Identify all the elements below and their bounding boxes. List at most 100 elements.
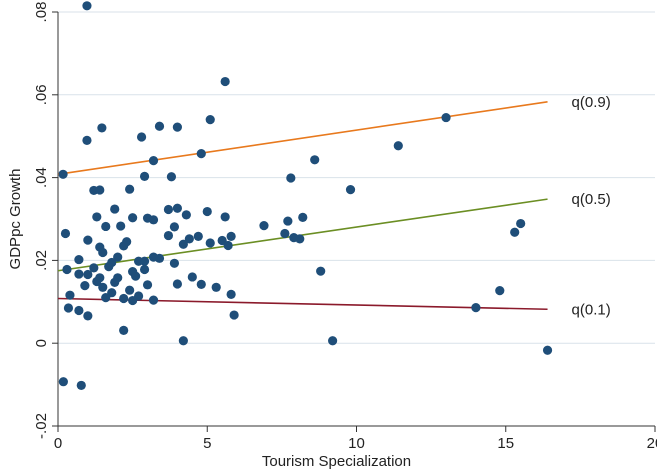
data-point xyxy=(196,279,206,290)
data-point xyxy=(60,228,71,239)
data-point xyxy=(310,155,320,165)
data-point xyxy=(128,213,138,223)
data-point xyxy=(80,281,90,291)
data-point xyxy=(113,252,123,262)
y-tick-label: .06 xyxy=(33,84,50,105)
data-point xyxy=(193,231,203,241)
data-point xyxy=(441,112,451,123)
y-tick-label: -.02 xyxy=(33,413,50,439)
data-point xyxy=(58,377,68,387)
data-point xyxy=(98,247,108,258)
data-point xyxy=(74,254,84,265)
data-point xyxy=(298,212,308,222)
data-point xyxy=(154,121,165,131)
data-point xyxy=(172,203,182,213)
data-point xyxy=(328,336,338,346)
data-point xyxy=(131,271,141,281)
x-tick-label: 5 xyxy=(203,435,211,452)
data-point xyxy=(125,184,135,194)
data-point xyxy=(181,210,191,220)
x-axis-title: Tourism Specialization xyxy=(262,453,411,470)
data-point xyxy=(82,135,92,145)
data-point xyxy=(286,173,296,183)
y-tick-label: .04 xyxy=(33,167,50,188)
data-point xyxy=(169,222,180,232)
data-point xyxy=(316,266,326,276)
data-point xyxy=(178,239,188,249)
quantile-line xyxy=(57,101,548,176)
data-point xyxy=(148,215,159,225)
data-point xyxy=(223,240,233,251)
data-point xyxy=(510,227,520,237)
data-point xyxy=(187,272,197,282)
data-point xyxy=(65,290,75,300)
data-point xyxy=(95,185,105,195)
data-point xyxy=(128,295,138,306)
data-point xyxy=(101,293,111,303)
data-point xyxy=(345,185,356,195)
data-point xyxy=(119,293,129,304)
data-point xyxy=(166,172,177,182)
data-point xyxy=(205,238,215,248)
quantile-labels: q(0.9) q(0.5) q(0.1) xyxy=(572,94,611,318)
y-tick-label: .08 xyxy=(33,2,50,23)
data-points xyxy=(58,1,553,391)
data-point xyxy=(89,263,99,273)
data-point xyxy=(136,132,147,142)
quantile-label: q(0.1) xyxy=(572,301,611,318)
data-point xyxy=(83,311,93,321)
data-point xyxy=(226,289,236,299)
data-point xyxy=(220,212,230,222)
data-point xyxy=(82,1,92,11)
data-point xyxy=(196,148,206,159)
data-point xyxy=(220,76,230,87)
data-point xyxy=(283,216,293,226)
data-point xyxy=(83,269,93,280)
data-point xyxy=(133,256,144,266)
data-point xyxy=(92,212,102,222)
data-point xyxy=(148,252,159,262)
data-point xyxy=(172,279,182,289)
x-axis-ticks: 0 5 10 15 20 xyxy=(54,426,657,452)
data-point xyxy=(184,234,194,244)
data-point xyxy=(119,241,129,251)
data-point xyxy=(259,221,269,231)
data-point xyxy=(226,231,236,241)
data-point xyxy=(76,380,86,391)
data-point xyxy=(280,228,290,239)
data-point xyxy=(142,280,153,290)
data-point xyxy=(495,286,505,296)
data-point xyxy=(104,262,114,272)
x-tick-label: 0 xyxy=(54,435,62,452)
data-point xyxy=(163,230,174,241)
data-point xyxy=(393,141,403,151)
x-tick-label: 10 xyxy=(348,435,365,452)
data-point xyxy=(178,336,188,346)
data-point xyxy=(229,310,239,320)
y-axis-title: GDPpc Growth xyxy=(7,169,24,270)
data-point xyxy=(119,325,129,335)
quantile-label: q(0.5) xyxy=(572,191,611,208)
data-point xyxy=(110,204,120,214)
data-point xyxy=(172,122,182,132)
y-tick-label: 0 xyxy=(33,339,50,347)
data-point xyxy=(148,295,159,305)
data-point xyxy=(471,302,481,313)
x-tick-label: 20 xyxy=(647,435,657,452)
quantile-label: q(0.9) xyxy=(572,94,611,111)
data-point xyxy=(83,235,93,245)
data-point xyxy=(289,233,299,243)
data-point xyxy=(211,282,221,292)
data-point xyxy=(139,171,150,181)
data-point xyxy=(139,264,150,275)
data-point xyxy=(92,276,102,287)
data-point xyxy=(116,221,126,231)
data-point xyxy=(74,305,84,316)
y-tick-label: .02 xyxy=(33,250,50,271)
x-tick-label: 15 xyxy=(497,435,514,452)
data-point xyxy=(98,282,108,292)
data-point xyxy=(205,115,215,125)
data-point xyxy=(97,123,107,133)
